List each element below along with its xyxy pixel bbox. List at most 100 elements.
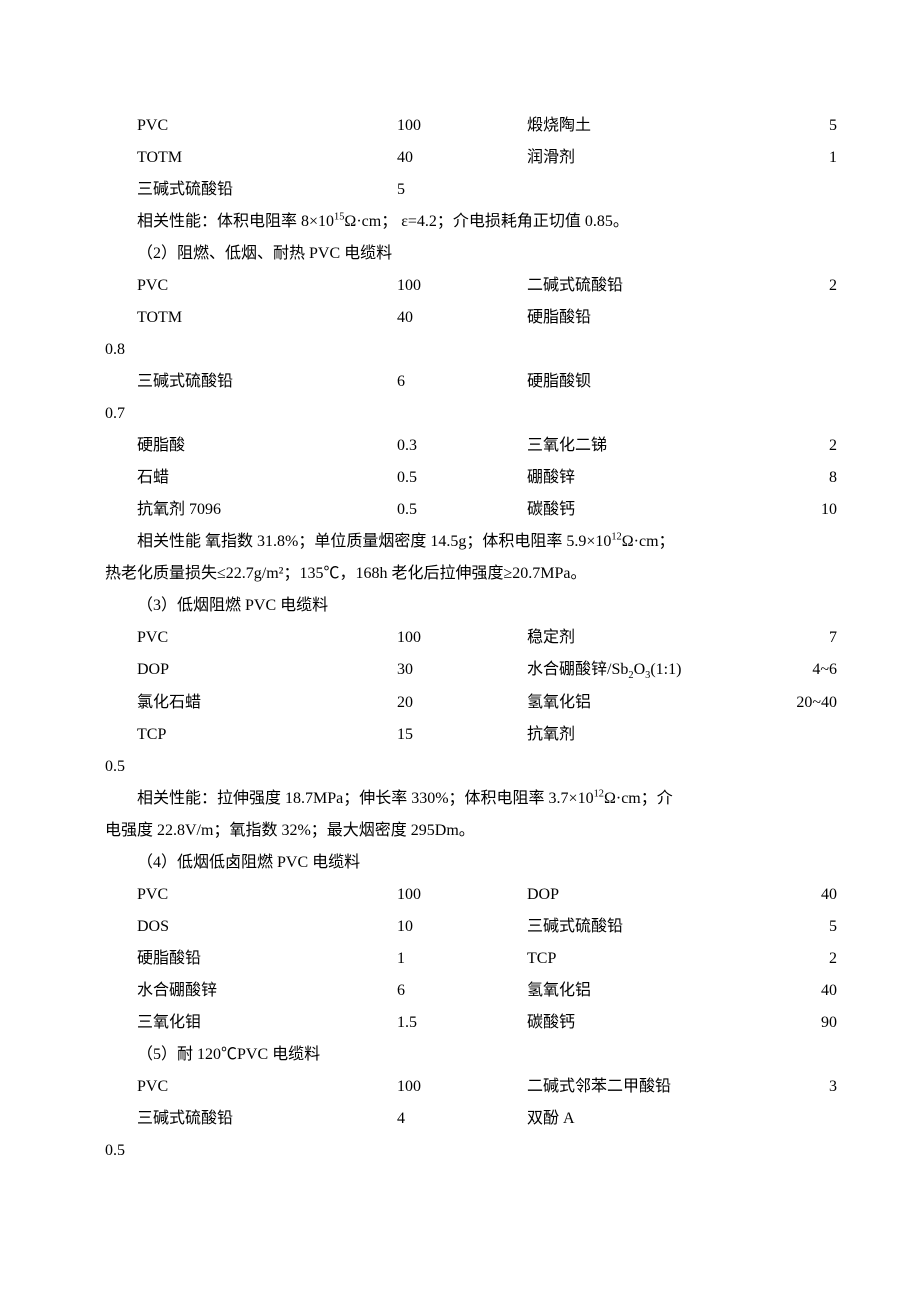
cell-right-label: 碳酸钙: [527, 1007, 767, 1039]
cell-right-value: [767, 366, 847, 398]
sec3-perf1b: Ω·cm；介: [604, 790, 673, 807]
cell-left-value: 0.5: [397, 462, 527, 494]
cell-left-label: PVC: [137, 622, 397, 654]
table-row: TCP15抗氧剂: [105, 719, 847, 751]
table-row: PVC100二碱式邻苯二甲酸铅3: [105, 1071, 847, 1103]
sec3-sb-rmid: O: [634, 661, 646, 678]
sec2-perf1exp: 12: [611, 532, 621, 543]
cell-right-value: 2: [767, 430, 847, 462]
cell-left-label: PVC: [137, 110, 397, 142]
cell-left-value: 100: [397, 270, 527, 302]
cell-right-label: DOP: [527, 879, 767, 911]
cell-left-value: 40: [397, 302, 527, 334]
cell-right-label: 二碱式邻苯二甲酸铅: [527, 1071, 767, 1103]
cell-right-label: 氢氧化铝: [527, 687, 767, 719]
cell-left-value: 15: [397, 719, 527, 751]
cell-right-label: TCP: [527, 943, 767, 975]
sec4-title: （4）低烟低卤阻燃 PVC 电缆料: [105, 847, 815, 879]
cell-left-label: PVC: [137, 1071, 397, 1103]
cell-right-label: 双酚 A: [527, 1103, 767, 1135]
sec2-perf-line1: 相关性能 氧指数 31.8%；单位质量烟密度 14.5g；体积电阻率 5.9×1…: [105, 526, 815, 558]
cell-left-value: 0.3: [397, 430, 527, 462]
cell-left-value: 4: [397, 1103, 527, 1135]
table-row: PVC100DOP40: [105, 879, 847, 911]
table-row: 三氧化钼1.5碳酸钙90: [105, 1007, 847, 1039]
sec3-sb-rv: 4~6: [767, 654, 847, 687]
cell-right-label: 煅烧陶土: [527, 110, 767, 142]
cell-right-label: 三氧化二锑: [527, 430, 767, 462]
sec3-row-sb: DOP 30 水合硼酸锌/Sb2O3(1:1) 4~6: [105, 654, 847, 687]
sec3-perf-line2: 电强度 22.8V/m；氧指数 32%；最大烟密度 295Dm。: [105, 815, 815, 847]
cell-right-value: [767, 1103, 847, 1135]
table-row: TOTM40硬脂酸铅: [105, 302, 847, 334]
cell-right-label: 稳定剂: [527, 622, 767, 654]
sec3-sb-l: DOP: [137, 654, 397, 687]
cell-left-label: TCP: [137, 719, 397, 751]
sec2-perf1a: 相关性能 氧指数 31.8%；单位质量烟密度 14.5g；体积电阻率 5.9×1…: [137, 533, 611, 550]
sec2-perf1b: Ω·cm；: [622, 533, 675, 550]
sec3-sb-rpost: (1:1): [650, 661, 681, 678]
cell-right-value: 90: [767, 1007, 847, 1039]
cell-left-label: 三碱式硫酸铅: [137, 1103, 397, 1135]
cell-right-label: [527, 174, 767, 206]
cell-right-value: 10: [767, 494, 847, 526]
cell-left-value: 5: [397, 174, 527, 206]
cell-right-label: 三碱式硫酸铅: [527, 911, 767, 943]
cell-left-label: TOTM: [137, 142, 397, 174]
cell-right-value: 1: [767, 142, 847, 174]
sec2-hang1: 0.8: [105, 334, 815, 366]
sec1-perf-exp: 15: [334, 212, 344, 223]
cell-right-value: 40: [767, 975, 847, 1007]
sec3-table2: 氯化石蜡20氢氧化铝20~40TCP15抗氧剂: [105, 687, 815, 751]
cell-right-label: 硼酸锌: [527, 462, 767, 494]
cell-right-label: 氢氧化铝: [527, 975, 767, 1007]
sec1-perf-prefix: 相关性能：体积电阻率 8×10: [137, 213, 334, 230]
cell-right-value: 40: [767, 879, 847, 911]
cell-left-value: 1.5: [397, 1007, 527, 1039]
cell-left-label: 三碱式硫酸铅: [137, 174, 397, 206]
cell-right-label: 硬脂酸钡: [527, 366, 767, 398]
cell-right-label: 硬脂酸铅: [527, 302, 767, 334]
cell-left-value: 10: [397, 911, 527, 943]
cell-left-label: 石蜡: [137, 462, 397, 494]
sec3-hang: 0.5: [105, 751, 815, 783]
sec2-table2: 三碱式硫酸铅6硬脂酸钡: [105, 366, 815, 398]
cell-left-value: 100: [397, 879, 527, 911]
cell-left-value: 100: [397, 110, 527, 142]
table-row: PVC100二碱式硫酸铅2: [105, 270, 847, 302]
table-row: 硬脂酸铅1TCP2: [105, 943, 847, 975]
table-row: PVC100煅烧陶土5: [105, 110, 847, 142]
sec2-perf-line2: 热老化质量损失≤22.7g/m²；135℃，168h 老化后拉伸强度≥20.7M…: [105, 558, 815, 590]
sec1-perf-suffix: Ω·cm； ε=4.2；介电损耗角正切值 0.85。: [344, 213, 629, 230]
cell-right-label: 抗氧剂: [527, 719, 767, 751]
table-row: 水合硼酸锌6氢氧化铝40: [105, 975, 847, 1007]
sec2-table1: PVC100二碱式硫酸铅2TOTM40硬脂酸铅: [105, 270, 815, 334]
table-row: 氯化石蜡20氢氧化铝20~40: [105, 687, 847, 719]
cell-left-label: TOTM: [137, 302, 397, 334]
table-row: 石蜡0.5硼酸锌8: [105, 462, 847, 494]
sec3-sb-lv: 30: [397, 654, 527, 687]
table-row: 三碱式硫酸铅5: [105, 174, 847, 206]
cell-left-value: 100: [397, 622, 527, 654]
sec4-table: PVC100DOP40DOS10三碱式硫酸铅5硬脂酸铅1TCP2水合硼酸锌6氢氧…: [105, 879, 815, 1039]
document-page: PVC100煅烧陶土5TOTM40润滑剂1三碱式硫酸铅5 相关性能：体积电阻率 …: [0, 0, 920, 1287]
cell-right-value: 20~40: [767, 687, 847, 719]
table-row: 抗氧剂 70960.5碳酸钙10: [105, 494, 847, 526]
sec2-table3: 硬脂酸0.3三氧化二锑2石蜡0.5硼酸锌8抗氧剂 70960.5碳酸钙10: [105, 430, 815, 526]
cell-right-value: 3: [767, 1071, 847, 1103]
sec1-table: PVC100煅烧陶土5TOTM40润滑剂1三碱式硫酸铅5: [105, 110, 815, 206]
cell-left-label: 三氧化钼: [137, 1007, 397, 1039]
cell-left-label: 抗氧剂 7096: [137, 494, 397, 526]
sec5-table: PVC100二碱式邻苯二甲酸铅3三碱式硫酸铅4双酚 A: [105, 1071, 815, 1135]
sec5-title: （5）耐 120℃PVC 电缆料: [105, 1039, 815, 1071]
cell-left-value: 1: [397, 943, 527, 975]
cell-left-label: 氯化石蜡: [137, 687, 397, 719]
table-row: 三碱式硫酸铅4双酚 A: [105, 1103, 847, 1135]
cell-right-value: 7: [767, 622, 847, 654]
sec5-hang: 0.5: [105, 1135, 815, 1167]
sec2-hang2: 0.7: [105, 398, 815, 430]
cell-right-value: 2: [767, 943, 847, 975]
table-row: 硬脂酸0.3三氧化二锑2: [105, 430, 847, 462]
cell-left-label: PVC: [137, 879, 397, 911]
cell-left-value: 20: [397, 687, 527, 719]
